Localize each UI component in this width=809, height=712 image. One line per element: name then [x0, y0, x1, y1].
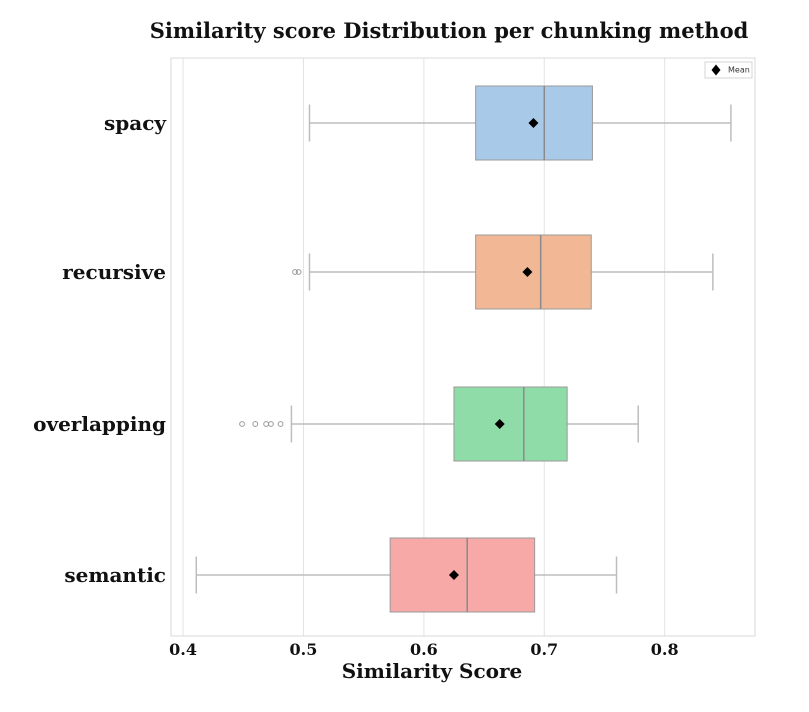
outlier-overlapping-4: [277, 421, 284, 427]
category-label-spacy: spacy: [104, 111, 167, 135]
box-recursive: [475, 234, 592, 310]
x-tick-label-0: 0.4: [169, 640, 197, 659]
box-semantic: [389, 537, 536, 613]
outlier-overlapping-1: [252, 421, 259, 427]
legend-mean-marker: [711, 64, 721, 76]
mean-marker-recursive: [522, 267, 533, 277]
mean-marker-spacy: [528, 118, 539, 128]
box-group-recursive: [292, 234, 714, 310]
box-group-spacy: [308, 85, 732, 161]
box-layer: [195, 85, 732, 613]
x-tick-label-1: 0.5: [290, 640, 318, 659]
outlier-overlapping-2: [263, 421, 270, 427]
outlier-recursive-1: [295, 269, 302, 275]
x-tick-labels: 0.4 0.5 0.6 0.7 0.8: [169, 640, 678, 659]
outlier-recursive-0: [292, 269, 298, 275]
x-tick-label-2: 0.6: [410, 640, 438, 659]
x-tick-label-3: 0.7: [530, 640, 558, 659]
category-labels: spacy recursive overlapping semantic: [33, 111, 167, 587]
plot-frame: [170, 57, 756, 637]
mean-marker-semantic: [448, 570, 459, 580]
outlier-overlapping-3: [268, 421, 274, 427]
mean-marker-overlapping: [494, 419, 505, 429]
category-label-overlapping: overlapping: [33, 412, 166, 436]
legend: Mean: [704, 61, 753, 79]
category-label-semantic: semantic: [64, 563, 166, 587]
box-group-overlapping: [239, 386, 639, 462]
box-overlapping: [453, 386, 568, 462]
legend-mean-label: Mean: [728, 66, 750, 75]
box-group-semantic: [195, 537, 618, 613]
chart-title: Similarity score Distribution per chunki…: [150, 18, 749, 43]
x-axis-title: Similarity Score: [342, 659, 523, 683]
x-tick-label-4: 0.8: [651, 640, 679, 659]
category-label-recursive: recursive: [62, 260, 166, 284]
outlier-overlapping-0: [239, 421, 245, 427]
